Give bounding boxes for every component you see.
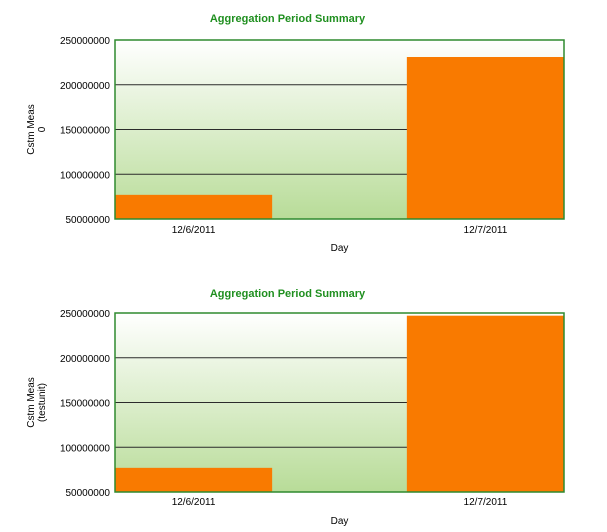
y-tick-label: 100000000 bbox=[60, 443, 110, 454]
y-tick-label: 150000000 bbox=[60, 126, 110, 137]
y-tick-label: 100000000 bbox=[60, 170, 110, 181]
bar-12/7/2011 bbox=[406, 315, 564, 492]
plot-border bbox=[114, 39, 565, 220]
y-axis-label: Cstm Meas0 bbox=[26, 104, 48, 155]
y-tick-label: 50000000 bbox=[66, 488, 111, 499]
y-axis-label: Cstm Meas(testunit) bbox=[26, 377, 48, 428]
plot-border bbox=[114, 312, 565, 493]
y-tick-label: 200000000 bbox=[60, 354, 110, 365]
x-tick-label: 12/6/2011 bbox=[172, 497, 216, 508]
chart-2: Aggregation Period Summary 250000000 20000… bbox=[26, 288, 565, 527]
bar-12/6/2011 bbox=[115, 467, 273, 492]
y-tick-label: 250000000 bbox=[60, 36, 110, 47]
chart-title: Aggregation Period Summary bbox=[210, 288, 366, 300]
y-tick-label: 250000000 bbox=[60, 309, 110, 320]
x-axis-label: Day bbox=[331, 516, 349, 527]
y-tick-label: 150000000 bbox=[60, 399, 110, 410]
chart-title: Aggregation Period Summary bbox=[210, 13, 366, 25]
y-tick-label: 200000000 bbox=[60, 81, 110, 92]
x-axis-label: Day bbox=[331, 243, 349, 254]
chart-1: Aggregation Period Summary 250000000 20000… bbox=[26, 13, 565, 254]
x-tick-label: 12/7/2011 bbox=[464, 497, 508, 508]
x-tick-label: 12/6/2011 bbox=[172, 225, 216, 236]
bar-12/6/2011 bbox=[115, 194, 273, 219]
bar-12/7/2011 bbox=[406, 57, 564, 219]
x-tick-label: 12/7/2011 bbox=[464, 225, 508, 236]
y-tick-label: 50000000 bbox=[66, 215, 111, 226]
